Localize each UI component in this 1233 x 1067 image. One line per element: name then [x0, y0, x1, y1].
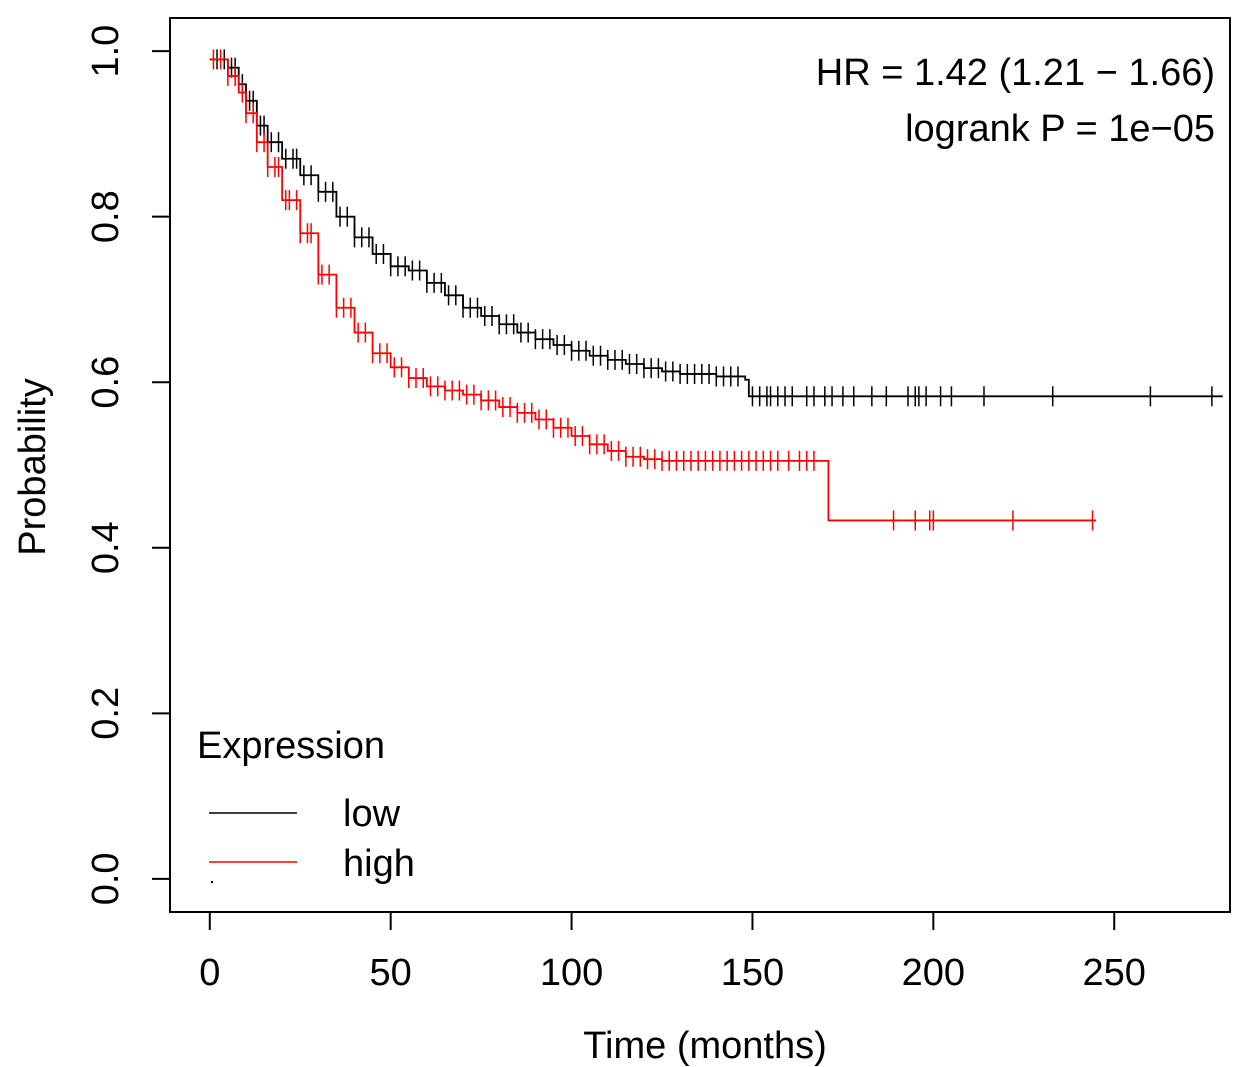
x-tick-label: 250 — [1083, 952, 1146, 994]
legend: Expression low high — [197, 725, 415, 885]
y-axis: 0.0 0.2 0.4 0.6 0.8 1.0 — [85, 25, 171, 905]
plot-frame — [169, 17, 1231, 913]
y-tick-label: 0.2 — [85, 687, 127, 740]
y-tick-label: 0.8 — [85, 190, 127, 243]
x-axis-label: Time (months) — [583, 1025, 827, 1067]
y-tick-label: 1.0 — [85, 25, 127, 78]
legend-dot — [211, 881, 213, 883]
logrank-annotation: logrank P = 1e−05 — [905, 108, 1215, 150]
y-tick-label: 0.0 — [85, 852, 127, 905]
x-tick-label: 0 — [199, 952, 220, 994]
y-axis-label: Probability — [12, 378, 54, 555]
x-axis: 0 50 100 150 200 250 — [199, 911, 1146, 994]
x-tick-label: 50 — [370, 952, 412, 994]
x-tick-label: 100 — [540, 952, 603, 994]
legend-title: Expression — [197, 725, 385, 767]
x-tick-label: 200 — [902, 952, 965, 994]
y-tick-label: 0.6 — [85, 356, 127, 409]
y-tick-label: 0.4 — [85, 521, 127, 574]
hazard-ratio-annotation: HR = 1.42 (1.21 − 1.66) — [816, 52, 1215, 94]
x-tick-label: 150 — [721, 952, 784, 994]
legend-high-label: high — [343, 843, 415, 885]
series-high-curve — [209, 58, 1097, 522]
series-layer — [209, 49, 1223, 531]
legend-low-label: low — [343, 793, 401, 835]
